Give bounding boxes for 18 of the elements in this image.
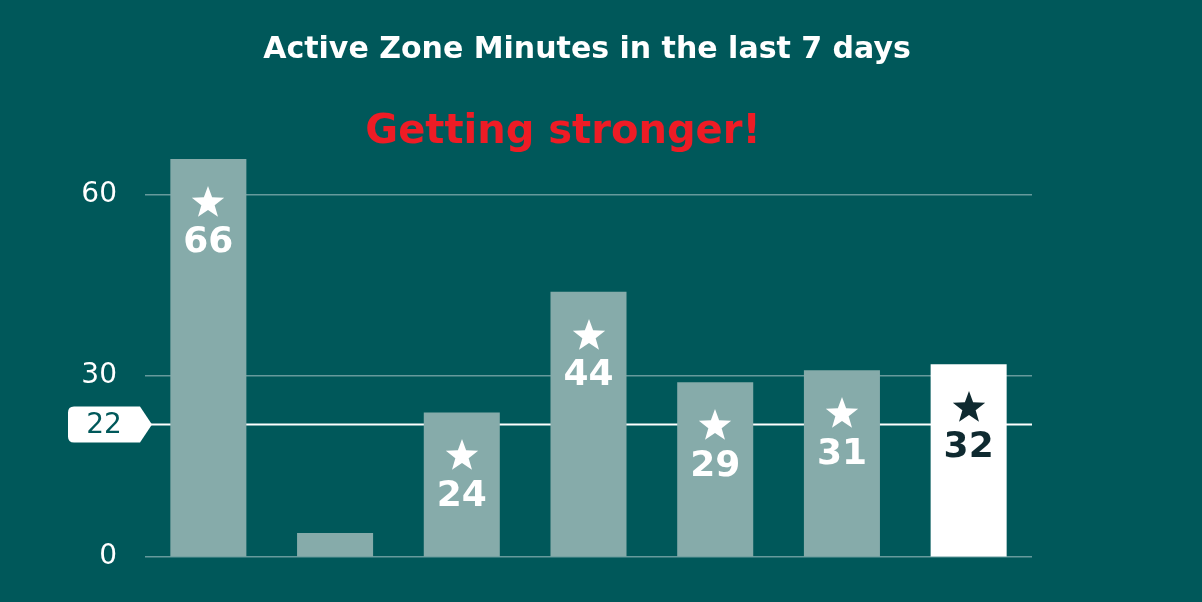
y-tick-label: 60 [81,176,117,210]
chart-title: Active Zone Minutes in the last 7 days [263,29,911,65]
data-label: 31 [816,430,867,472]
data-label: 32 [943,424,994,466]
data-label: 24 [436,472,487,514]
data-label: 66 [183,219,234,261]
bar [423,412,500,557]
bar [297,533,374,557]
bar [170,159,247,557]
data-label: 44 [563,352,614,394]
bar [550,291,627,557]
bar [803,370,880,557]
bar [677,382,754,557]
ref-line-label: 22 [86,406,122,440]
y-tick-label: 30 [81,357,117,391]
text: Getting stronger! [365,106,761,153]
data-label: 29 [690,442,741,484]
y-tick-label: 0 [99,538,117,572]
